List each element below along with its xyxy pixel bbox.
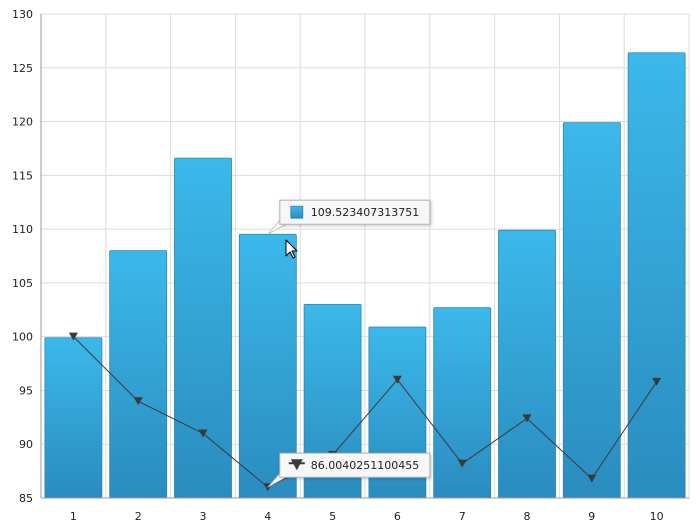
tooltip-box xyxy=(279,452,431,478)
line-point xyxy=(652,377,662,386)
x-tick-label: 2 xyxy=(135,510,142,523)
y-tick-label: 90 xyxy=(19,438,33,451)
y-tick-label: 125 xyxy=(12,62,33,75)
x-tick-label: 1 xyxy=(70,510,77,523)
line-point xyxy=(457,459,467,468)
series-line xyxy=(73,336,658,488)
x-tick-label: 4 xyxy=(264,510,271,523)
line-point xyxy=(133,397,143,406)
y-tick-label: 100 xyxy=(12,331,33,344)
cursor-arrow xyxy=(285,239,298,259)
x-tick-label: 5 xyxy=(329,510,336,523)
bar xyxy=(174,157,232,499)
tooltip-value: 86.0040251100455 xyxy=(311,459,419,472)
x-tick-label: 10 xyxy=(650,510,664,523)
bar xyxy=(498,229,556,499)
line-point xyxy=(392,375,402,384)
line-point xyxy=(68,332,78,341)
line-point xyxy=(198,429,208,438)
tooltip-box xyxy=(279,199,431,225)
y-tick-label: 95 xyxy=(19,384,33,397)
x-tick-label: 7 xyxy=(459,510,466,523)
y-tick-label: 115 xyxy=(12,169,33,182)
bar xyxy=(627,52,686,499)
x-tick-label: 3 xyxy=(200,510,207,523)
line-point xyxy=(587,474,597,483)
tooltip-value: 109.523407313751 xyxy=(311,206,419,219)
bar-series xyxy=(44,52,686,499)
bar xyxy=(433,307,492,499)
y-tick-label: 85 xyxy=(19,492,33,505)
bar xyxy=(109,250,168,499)
bar xyxy=(44,337,103,499)
x-tick-label: 6 xyxy=(394,510,401,523)
y-tick-label: 120 xyxy=(12,116,33,129)
x-tick-label: 8 xyxy=(524,510,531,523)
y-tick-label: 105 xyxy=(12,277,33,290)
bar xyxy=(562,122,621,499)
axes: 85 90 95 100 105 110 115 120 125 130 1 2 3 4 5 6 7 8 9 10 xyxy=(12,8,689,523)
y-tick-label: 130 xyxy=(12,8,33,21)
tooltips: 109.523407313751 86.0040251100455 xyxy=(267,199,431,488)
bar-legend-icon xyxy=(290,205,304,219)
x-tick-label: 9 xyxy=(588,510,595,523)
y-tick-label: 110 xyxy=(12,223,33,236)
mouse-cursor-icon xyxy=(285,239,298,259)
line-point xyxy=(522,414,532,423)
triangle-marker-icon xyxy=(290,459,303,471)
